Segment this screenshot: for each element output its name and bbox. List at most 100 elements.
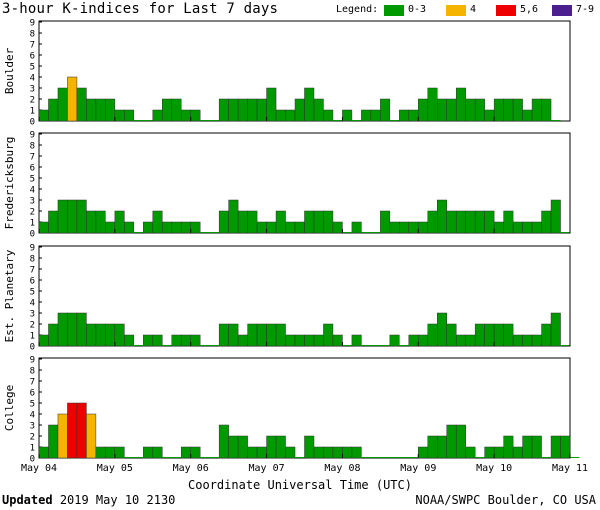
bar-fredericksburg xyxy=(190,221,201,234)
bar-boulder xyxy=(152,109,163,122)
bar-est-planetary xyxy=(171,334,182,347)
y-tick-label-est-planetary: 0 xyxy=(30,343,35,353)
x-tick-label: May 07 xyxy=(249,463,285,474)
y-tick-label-college: 0 xyxy=(30,455,35,465)
bar-boulder xyxy=(446,98,457,122)
bar-college xyxy=(48,424,59,459)
bar-boulder xyxy=(95,98,106,122)
bar-est-planetary xyxy=(48,323,59,347)
bar-boulder xyxy=(133,120,144,121)
bar-boulder xyxy=(465,98,476,122)
bar-fredericksburg xyxy=(427,210,438,234)
bar-fredericksburg xyxy=(143,221,154,234)
bar-est-planetary xyxy=(57,312,68,347)
bar-est-planetary xyxy=(446,323,457,347)
bar-boulder xyxy=(455,87,466,122)
bar-boulder xyxy=(522,109,533,122)
bar-boulder xyxy=(76,87,87,122)
bar-boulder xyxy=(541,98,552,122)
bar-boulder xyxy=(531,98,542,122)
bar-est-planetary xyxy=(86,323,97,347)
bar-college xyxy=(200,457,210,458)
x-tick-label: May 06 xyxy=(173,463,209,474)
bar-college xyxy=(124,457,134,458)
bar-fredericksburg xyxy=(228,199,239,234)
bar-college xyxy=(560,435,571,459)
bar-college xyxy=(332,446,343,459)
bar-fredericksburg xyxy=(399,221,410,234)
bar-est-planetary xyxy=(124,334,135,347)
y-tick-label-est-planetary: 1 xyxy=(30,332,35,342)
bar-fredericksburg xyxy=(285,221,296,234)
bar-boulder xyxy=(190,109,201,122)
bar-fredericksburg xyxy=(200,232,210,233)
y-tick-label-college: 6 xyxy=(30,389,35,399)
legend-swatch-0-3 xyxy=(384,5,404,16)
bar-fredericksburg xyxy=(351,221,362,234)
y-tick-label-boulder: 2 xyxy=(30,96,35,106)
y-tick-label-college: 3 xyxy=(30,422,35,432)
y-tick-label-fredericksburg: 5 xyxy=(30,175,35,185)
y-tick-label-college: 7 xyxy=(30,378,35,388)
x-tick-label: May 10 xyxy=(476,463,512,474)
bar-est-planetary xyxy=(266,323,277,347)
bar-fredericksburg xyxy=(446,210,457,234)
bar-boulder xyxy=(427,87,438,122)
y-tick-label-boulder: 7 xyxy=(30,41,35,51)
bar-boulder xyxy=(380,98,391,122)
bar-fredericksburg xyxy=(465,210,476,234)
y-tick-label-boulder: 3 xyxy=(30,85,35,95)
bar-fredericksburg xyxy=(408,221,419,234)
bar-college xyxy=(427,435,438,459)
y-tick-label-fredericksburg: 9 xyxy=(30,131,35,141)
bar-college xyxy=(541,457,552,458)
bar-fredericksburg xyxy=(380,210,391,234)
legend-swatch-7-9 xyxy=(552,5,572,16)
bar-fredericksburg xyxy=(124,221,135,234)
bar-college xyxy=(361,457,371,458)
bar-fredericksburg xyxy=(512,221,523,234)
y-tick-label-est-planetary: 9 xyxy=(30,244,35,254)
bar-college xyxy=(190,446,201,459)
y-tick-label-est-planetary: 5 xyxy=(30,288,35,298)
bar-est-planetary xyxy=(370,345,381,346)
bar-est-planetary xyxy=(465,334,476,347)
bar-boulder xyxy=(370,109,381,122)
bar-fredericksburg xyxy=(247,210,258,234)
bar-college xyxy=(76,402,87,459)
bar-college xyxy=(475,457,485,458)
bar-college xyxy=(266,435,277,459)
y-tick-label-fredericksburg: 8 xyxy=(30,142,35,152)
bar-boulder xyxy=(237,98,248,122)
bar-boulder xyxy=(114,109,125,122)
panel-label-college: College xyxy=(3,385,16,431)
bar-college xyxy=(399,457,409,458)
bar-fredericksburg xyxy=(370,232,381,233)
bar-est-planetary xyxy=(304,334,315,347)
bar-college xyxy=(570,457,580,458)
bar-boulder xyxy=(218,98,229,122)
y-tick-label-boulder: 0 xyxy=(30,118,35,128)
bar-college xyxy=(465,446,476,459)
bar-boulder xyxy=(551,120,561,121)
x-tick-label: May 09 xyxy=(400,463,436,474)
bar-est-planetary xyxy=(218,323,229,347)
bar-college xyxy=(313,446,324,459)
y-tick-label-fredericksburg: 1 xyxy=(30,219,35,229)
bar-fredericksburg xyxy=(209,232,220,233)
bar-college xyxy=(114,446,125,459)
y-tick-label-college: 4 xyxy=(30,411,35,421)
bar-fredericksburg xyxy=(313,210,324,234)
bar-college xyxy=(152,446,163,459)
y-tick-label-college: 8 xyxy=(30,367,35,377)
bar-est-planetary xyxy=(531,334,542,347)
bar-est-planetary xyxy=(503,323,514,347)
bar-college xyxy=(162,457,172,458)
bar-college xyxy=(171,457,182,458)
bar-est-planetary xyxy=(474,323,485,347)
bar-est-planetary xyxy=(560,345,570,346)
bar-est-planetary xyxy=(247,323,258,347)
bar-fredericksburg xyxy=(171,221,182,234)
bar-fredericksburg xyxy=(332,221,343,234)
bar-fredericksburg xyxy=(67,199,78,234)
